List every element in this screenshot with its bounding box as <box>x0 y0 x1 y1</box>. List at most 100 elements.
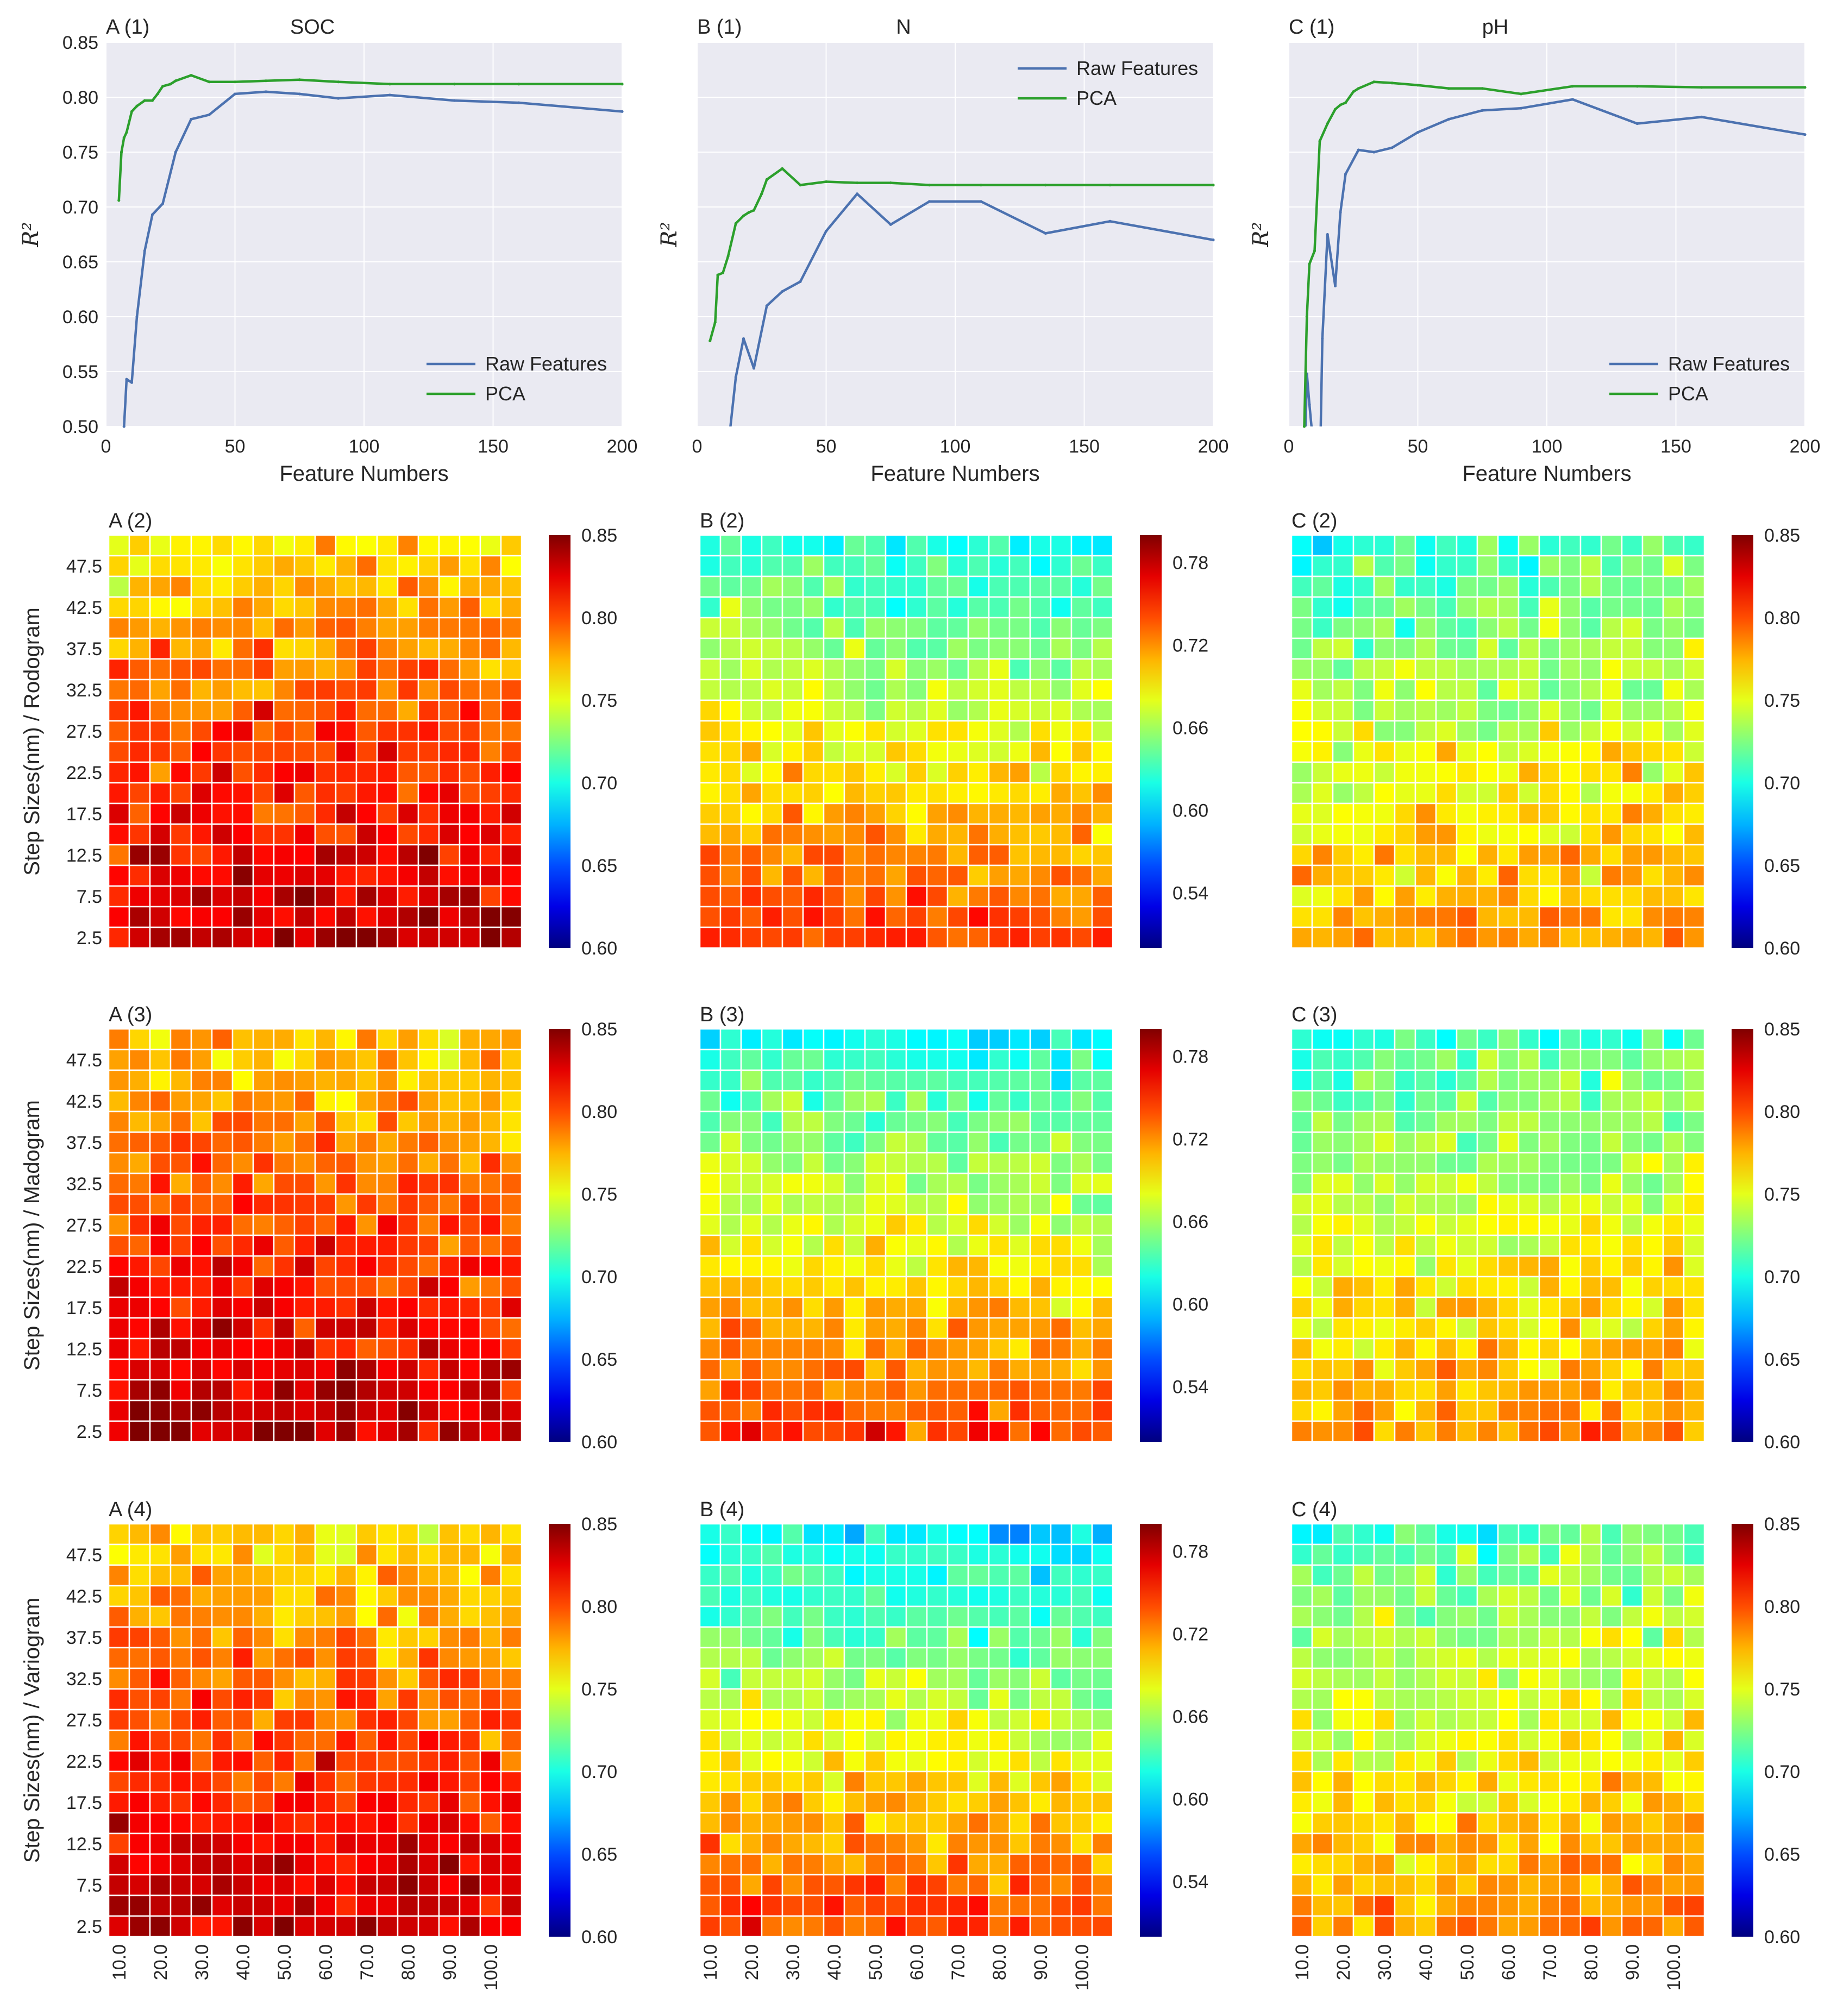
heatmap-cell <box>273 1626 296 1649</box>
heatmap-cell <box>1332 1276 1355 1298</box>
heatmap-cell <box>273 596 296 619</box>
heatmap-cell <box>1662 1317 1685 1340</box>
heatmap-cell <box>946 1853 969 1876</box>
heatmap-cell <box>376 761 399 784</box>
heatmap-cell <box>761 1915 783 1938</box>
heatmap-cell <box>761 1296 783 1319</box>
heatmap-cell <box>885 1874 907 1896</box>
heatmap-cell <box>252 1688 275 1711</box>
heatmap-cell <box>946 1399 969 1422</box>
heatmap-cell <box>802 1131 825 1154</box>
heatmap-cell <box>397 555 419 577</box>
heatmap-cell <box>1373 1729 1396 1752</box>
heatmap-cell <box>1311 1874 1334 1896</box>
heatmap-cell <box>967 926 990 949</box>
heatmap-cell <box>190 1523 213 1546</box>
heatmap-cell <box>211 926 234 949</box>
heatmap-cell <box>252 1234 275 1257</box>
heatmap-cell <box>1332 1853 1355 1876</box>
heatmap-cell <box>1394 1894 1416 1917</box>
heatmap-cell <box>1579 1379 1602 1402</box>
heatmap-cell <box>1641 1853 1664 1876</box>
heatmap-cell <box>864 782 887 805</box>
heatmap-cell <box>108 1770 130 1793</box>
heatmap-cell <box>1641 617 1664 639</box>
heatmap-cell <box>273 740 296 763</box>
heatmap-cell <box>1352 1791 1375 1814</box>
y-axis-label: R² <box>1249 222 1274 247</box>
heatmap-cell <box>905 679 928 701</box>
heatmap-cell <box>823 575 845 598</box>
heatmap-cell <box>231 1770 254 1793</box>
heatmap-cell <box>355 1543 378 1566</box>
heatmap-cell <box>500 885 523 908</box>
heatmap-cell <box>719 761 742 784</box>
y-axis-label: Step Sizes(nm) / Madogram <box>20 1100 44 1371</box>
heatmap-cell <box>273 844 296 866</box>
heatmap-cell <box>1394 1337 1416 1360</box>
heatmap-cell <box>1091 679 1114 701</box>
heatmap-cell <box>1662 1131 1685 1154</box>
heatmap-cell <box>1456 1832 1478 1855</box>
heatmap-cell <box>781 637 804 660</box>
heatmap-cell <box>1373 1090 1396 1113</box>
colorbar-tick-label: 0.65 <box>1764 1349 1800 1370</box>
heatmap-cell <box>719 1028 742 1051</box>
heatmap-cell <box>1070 1193 1093 1216</box>
heatmap-cell <box>335 823 358 846</box>
heatmap-cell <box>1008 844 1031 866</box>
heatmap-cell <box>397 761 419 784</box>
heatmap-cell <box>1497 1523 1520 1546</box>
heatmap-cell <box>781 720 804 743</box>
heatmap-cell <box>988 1894 1011 1917</box>
heatmap-cell <box>479 1605 502 1628</box>
heatmap-cell <box>231 782 254 805</box>
heatmap-cell <box>761 637 783 660</box>
heatmap-cell <box>438 1915 461 1938</box>
heatmap-cell <box>1290 844 1313 866</box>
heatmap-cell <box>170 1729 192 1752</box>
heatmap-cell <box>314 1729 337 1752</box>
x-tick-label: 100.0 <box>1072 1944 1093 1990</box>
heatmap-cell <box>946 885 969 908</box>
heatmap-cell <box>355 1915 378 1938</box>
heatmap-cell <box>740 658 763 681</box>
heatmap-cell <box>967 864 990 887</box>
heatmap-cell <box>1559 1131 1582 1154</box>
heatmap-cell <box>1641 1420 1664 1443</box>
heatmap-cell <box>1373 782 1396 805</box>
heatmap-cell <box>335 637 358 660</box>
heatmap-cell <box>1435 1770 1458 1793</box>
heatmap-cell <box>926 1791 949 1814</box>
heatmap-cell <box>1091 926 1114 949</box>
heatmap-cell <box>1290 1750 1313 1773</box>
data-point-raw-features <box>1339 211 1342 214</box>
heatmap-cell <box>1456 1276 1478 1298</box>
heatmap-cell <box>1352 1667 1375 1690</box>
heatmap-cell <box>1683 1523 1706 1546</box>
heatmap-cell <box>1579 1894 1602 1917</box>
heatmap-cell <box>1456 1090 1478 1113</box>
heatmap-cell <box>1641 864 1664 887</box>
heatmap-cell <box>438 1853 461 1876</box>
heatmap-cell <box>397 1523 419 1546</box>
heatmap-cell <box>500 761 523 784</box>
heatmap-cell <box>1311 740 1334 763</box>
heatmap-cell <box>335 906 358 928</box>
heatmap-cell <box>190 1874 213 1896</box>
heatmap-cell <box>1476 885 1499 908</box>
heatmap-cell <box>1621 926 1644 949</box>
heatmap-cell <box>1518 637 1540 660</box>
colorbar-tick-label: 0.80 <box>581 1597 617 1617</box>
heatmap-cell <box>459 1379 481 1402</box>
heatmap-cell <box>128 699 151 722</box>
heatmap-cell <box>273 1543 296 1566</box>
heatmap-cell <box>1497 1296 1520 1319</box>
heatmap-cell <box>500 802 523 825</box>
heatmap-cell <box>761 1667 783 1690</box>
heatmap-cell <box>1394 1028 1416 1051</box>
heatmap-cell <box>376 802 399 825</box>
x-tick-label: 30.0 <box>783 1944 804 1980</box>
heatmap-cell <box>843 885 866 908</box>
heatmap-cell <box>1641 1399 1664 1422</box>
